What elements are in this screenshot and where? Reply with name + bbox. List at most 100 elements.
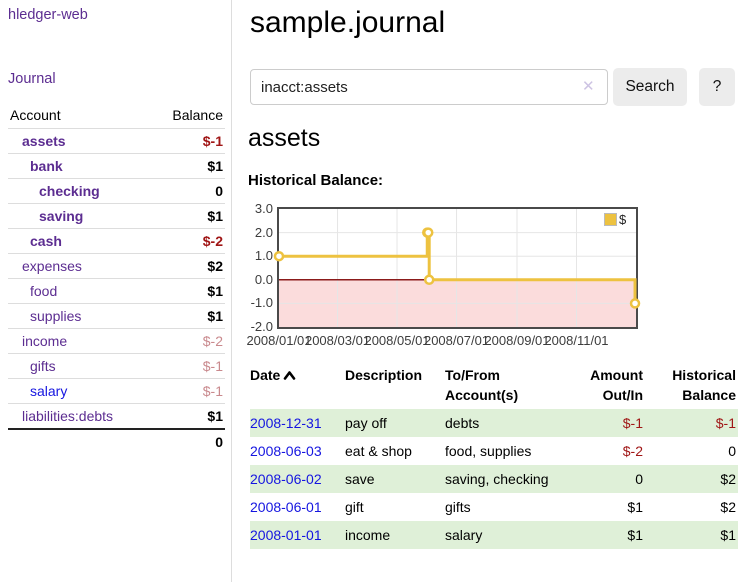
transaction-date-link[interactable]: 2008-01-01 <box>250 527 322 543</box>
x-axis-tick-label: 2008/01/01 <box>246 333 312 348</box>
account-row-supplies: supplies $1 <box>8 303 225 329</box>
transaction-date-link[interactable]: 2008-12-31 <box>250 415 322 431</box>
transaction-date-link[interactable]: 2008-06-03 <box>250 443 322 459</box>
account-balance: $1 <box>151 203 225 229</box>
transaction-amount: $-2 <box>622 443 643 459</box>
transaction-accounts: salary <box>445 521 555 549</box>
account-row-saving: saving $1 <box>8 203 225 229</box>
account-row-income: income $-2 <box>8 328 225 354</box>
account-link-expenses[interactable]: expenses <box>22 258 82 274</box>
account-balance: $1 <box>151 303 225 329</box>
sidebar-item-journal[interactable]: Journal <box>8 71 56 87</box>
accounts-header-row: Account Balance <box>8 103 225 129</box>
transaction-date-link[interactable]: 2008-06-01 <box>250 499 322 515</box>
account-link-gifts[interactable]: gifts <box>30 358 56 374</box>
account-link-liabilities-debts[interactable]: liabilities:debts <box>22 408 114 424</box>
account-row-food: food $1 <box>8 278 225 304</box>
account-heading: assets <box>248 124 321 152</box>
help-button[interactable]: ? <box>699 68 735 106</box>
account-row-assets: assets $-1 <box>8 128 225 154</box>
transaction-accounts: saving, checking <box>445 465 555 493</box>
account-row-salary: salary $-1 <box>8 378 225 404</box>
account-link-food[interactable]: food <box>30 283 58 299</box>
transaction-description: gift <box>345 499 364 515</box>
account-row-expenses: expenses $2 <box>8 253 225 279</box>
historical-balance-chart: 3.0 2.0 1.0 0.0 -1.0 -2.0 2008/01/01 2008/03/0… <box>245 200 665 350</box>
account-row-cash: cash $-2 <box>8 228 225 254</box>
transaction-accounts: gifts <box>445 499 471 515</box>
account-balance: $1 <box>151 153 225 179</box>
account-column-header: Account <box>10 107 61 123</box>
y-axis-tick-label: 3.0 <box>254 201 273 216</box>
historical-balance-label: Historical Balance: <box>248 172 384 189</box>
legend-swatch-icon <box>604 213 617 226</box>
legend-label: $ <box>619 212 627 227</box>
date-column-header[interactable]: Date <box>250 360 345 409</box>
search-input[interactable] <box>250 69 608 105</box>
transaction-amount: $-1 <box>555 409 645 437</box>
clear-search-icon[interactable]: ✕ <box>582 78 595 95</box>
accounts-total-row: 0 <box>8 428 225 454</box>
account-balance: $2 <box>151 253 225 279</box>
account-link-assets[interactable]: assets <box>22 133 66 149</box>
transaction-row: 2008-01-01 income salary $1 $1 <box>250 521 738 549</box>
y-axis-tick-label: 0.0 <box>254 271 273 287</box>
transaction-description: eat & shop <box>345 443 412 459</box>
account-link-salary[interactable]: salary <box>30 383 68 399</box>
y-axis-tick-label: 1.0 <box>254 248 273 264</box>
description-column-header: Description <box>345 367 423 383</box>
accounts-table: Account Balance assets $-1 bank $1 check… <box>8 103 225 454</box>
transaction-description: pay off <box>345 409 445 437</box>
y-axis-tick-label: 2.0 <box>254 224 273 240</box>
transaction-accounts: food, supplies <box>445 443 532 459</box>
search-button[interactable]: Search <box>613 68 687 106</box>
accounts-total-value: 0 <box>151 428 225 454</box>
transaction-row: 2008-12-31 pay off debts $-1 $-1 <box>250 409 738 437</box>
account-balance: $-2 <box>151 228 225 254</box>
account-balance: $1 <box>151 403 225 429</box>
transaction-amount: 0 <box>555 465 645 493</box>
transaction-description: save <box>345 465 445 493</box>
transaction-balance: 0 <box>728 443 736 459</box>
account-link-income[interactable]: income <box>22 333 68 349</box>
chart-legend: $ <box>604 212 626 227</box>
account-row-liabilities-debts: liabilities:debts $1 <box>8 403 225 429</box>
account-balance: $-1 <box>151 128 225 154</box>
x-axis-tick-label: 2008/03/01 <box>304 333 371 348</box>
account-row-checking: checking 0 <box>8 178 225 204</box>
account-balance: $-2 <box>151 328 225 354</box>
chart-plot-area <box>273 207 641 329</box>
transaction-balance: $-1 <box>645 409 738 437</box>
transaction-amount: $1 <box>555 521 645 549</box>
sidebar: hledger-web Journal Account Balance asse… <box>0 0 232 582</box>
x-axis-tick-label: 2008/07/01 <box>423 333 490 348</box>
account-link-bank[interactable]: bank <box>30 158 63 174</box>
transaction-balance: $1 <box>645 521 738 549</box>
y-axis-tick-label: -2.0 <box>250 319 273 334</box>
accounts-column-header: To/From Account(s) <box>445 367 519 403</box>
account-row-gifts: gifts $-1 <box>8 353 225 379</box>
page-title: sample.journal <box>250 6 446 39</box>
transaction-row: 2008-06-03 eat & shop food, supplies $-2… <box>250 437 738 465</box>
account-balance: 0 <box>151 178 225 204</box>
account-link-supplies[interactable]: supplies <box>30 308 82 324</box>
x-axis-tick-label: 2008/09/01 <box>484 333 550 348</box>
transaction-row: 2008-06-01 gift gifts $1 $2 <box>250 493 738 521</box>
account-row-bank: bank $1 <box>8 153 225 179</box>
y-axis-tick-label: -1.0 <box>250 295 273 311</box>
transaction-date-link[interactable]: 2008-06-02 <box>250 471 322 487</box>
register-header-row: Date Description To/From Account(s) Amou… <box>250 360 738 409</box>
brand-link[interactable]: hledger-web <box>8 7 88 23</box>
x-axis-tick-label: 2008/11/01 <box>544 333 609 348</box>
balance-column-header: Historical Balance <box>672 367 736 403</box>
account-link-saving[interactable]: saving <box>39 208 84 224</box>
amount-column-header: Amount Out/In <box>590 367 643 403</box>
sort-ascending-icon <box>283 366 296 386</box>
transaction-row: 2008-06-02 save saving, checking 0 $2 <box>250 465 738 493</box>
transaction-balance: $2 <box>645 465 738 493</box>
account-link-checking[interactable]: checking <box>39 183 100 199</box>
account-balance: $-1 <box>151 378 225 404</box>
balance-column-header: Balance <box>172 107 223 123</box>
account-link-cash[interactable]: cash <box>30 233 62 249</box>
